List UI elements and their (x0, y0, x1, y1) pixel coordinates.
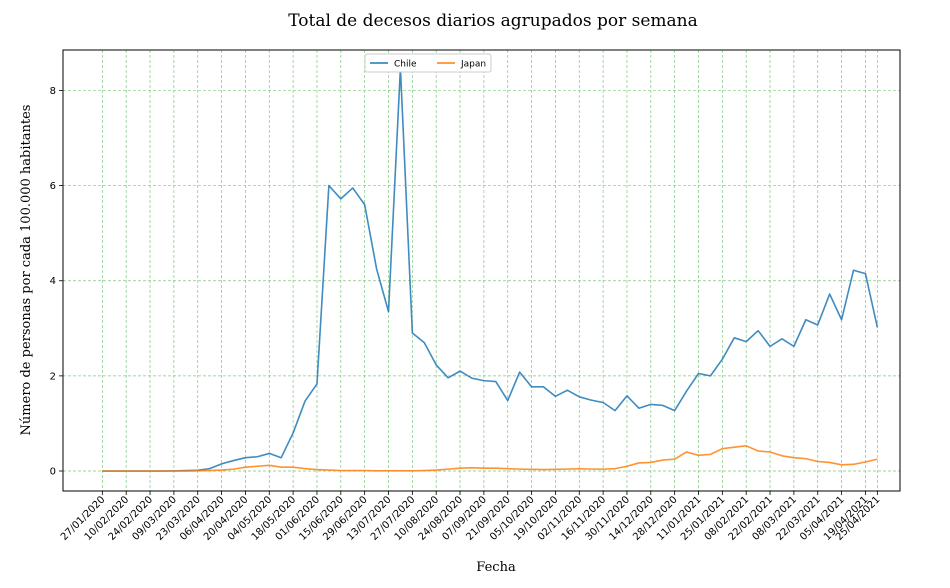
y-tick-label: 6 (50, 181, 56, 192)
chart-title: Total de decesos diarios agrupados por s… (288, 11, 698, 31)
y-tick-label: 8 (50, 86, 56, 97)
y-tick-label: 4 (50, 276, 56, 287)
y-axis-ticks: 0 2 4 6 8 (50, 86, 63, 478)
y-tick-label: 0 (50, 467, 56, 478)
series-line-japan (102, 445, 878, 472)
grid (63, 50, 900, 491)
series-line-chile (102, 67, 879, 472)
series-layer (102, 67, 879, 472)
x-axis-label: Fecha (476, 560, 516, 575)
legend: Chile Japan (364, 53, 492, 73)
plot-area-frame (62, 49, 901, 492)
legend-label-japan: Japan (460, 60, 486, 70)
y-axis-label: Número de personas por cada 100.000 habi… (19, 105, 34, 436)
legend-box (364, 53, 492, 73)
y-tick-label: 2 (50, 371, 56, 382)
legend-label-chile: Chile (394, 60, 417, 70)
x-axis-ticks: 27/01/202010/02/202024/02/202009/03/2020… (59, 491, 882, 543)
